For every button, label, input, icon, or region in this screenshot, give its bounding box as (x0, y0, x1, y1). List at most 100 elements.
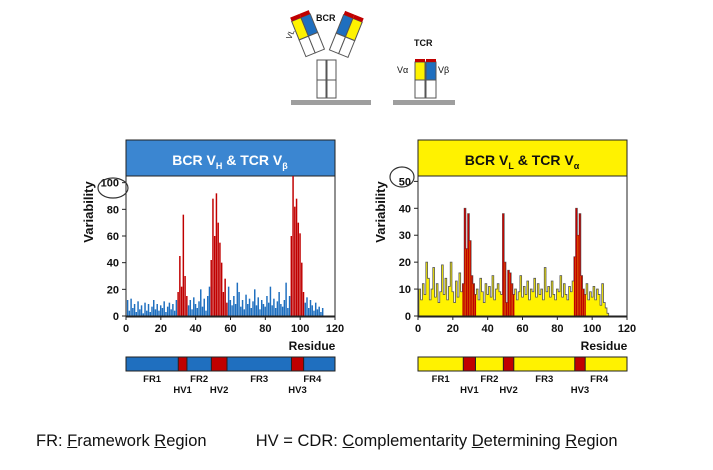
variability-bar (158, 310, 160, 316)
region-label-fr4: FR4 (590, 374, 609, 385)
x-tick-label: 40 (482, 323, 494, 335)
y-axis-label: Variability (81, 181, 96, 243)
x-tick-label: 20 (155, 323, 167, 335)
variability-bar (264, 306, 266, 316)
hv-bar (584, 294, 586, 316)
variability-bar (283, 300, 286, 316)
hv-bar (504, 262, 506, 316)
panel-bcr-vh-tcr-vb: BCR VH & TCR Vβ 0 20 40 60 80 100 0 20 40 60 80 100… (81, 139, 344, 396)
region-label-hv1: HV1 (173, 385, 192, 396)
variability-bar (203, 298, 205, 316)
tcr-receptor (414, 59, 437, 99)
hv-bar (184, 276, 186, 316)
variability-bar (152, 300, 155, 316)
hv-segment (177, 356, 188, 372)
variability-bar (146, 310, 148, 316)
variability-bar (318, 306, 320, 316)
receptor-schematic: VL BCR TCR Vα Vβ (285, 10, 455, 105)
hv-bar (573, 256, 576, 316)
variability-bar (309, 300, 312, 316)
hv-bar (179, 256, 181, 316)
x-axis-label: Residue (581, 339, 628, 353)
circled-tick-marker (97, 177, 129, 199)
variability-bar (247, 304, 249, 316)
region-label-fr3: FR3 (250, 374, 268, 385)
caption-word: omplementarity (354, 432, 472, 450)
hv-bar (222, 292, 225, 316)
y-tick-label: 0 (113, 311, 119, 323)
caption-hv-definition: HV = CDR: Complementarity Determining Re… (256, 432, 618, 450)
y-tick-label: 10 (399, 284, 411, 296)
hv-segment (290, 356, 305, 372)
variability-bar (142, 313, 145, 316)
hv-bar (467, 213, 470, 316)
variability-bar (274, 308, 277, 316)
hv-bar (217, 222, 219, 316)
x-tick-label: 20 (447, 323, 459, 335)
panel-header (417, 139, 628, 177)
hv-bar (210, 260, 212, 316)
region-label-hv3: HV3 (571, 385, 589, 396)
variability-bar (243, 309, 246, 316)
x-axis-label: Residue (289, 339, 336, 353)
caption-initial: C (342, 432, 355, 450)
y-tick-label: 0 (405, 311, 411, 323)
variability-bar (170, 309, 172, 316)
variability-bar (135, 312, 138, 316)
variability-bar (154, 309, 157, 316)
tcr-label: TCR (414, 38, 433, 48)
y-tick-label: 80 (107, 204, 119, 216)
hv-bar (464, 208, 466, 316)
variability-bar (208, 286, 211, 316)
bcr-antibody (290, 10, 364, 99)
variability-bar (175, 300, 178, 316)
variability-bar (149, 312, 151, 316)
hv-bar (469, 240, 471, 316)
variability-bar (280, 304, 282, 316)
y-axis-label: Variability (373, 181, 388, 243)
variability-bar (205, 310, 207, 316)
caption-hv-prefix: HV = CDR: (255, 432, 343, 450)
hv-bar (290, 236, 293, 316)
variability-bar (147, 304, 150, 316)
x-tick-label: 100 (583, 323, 601, 335)
x-tick-label: 60 (224, 323, 236, 335)
caption-initial: D (471, 432, 484, 450)
bcr-vl-label: VL (285, 28, 297, 41)
variability-bar (159, 305, 162, 316)
caption-initial: R (154, 432, 167, 450)
hv-bar (215, 193, 218, 316)
variability-bar (139, 309, 141, 316)
variability-bar (227, 286, 230, 316)
hv-bar (219, 242, 221, 316)
hv-bar (213, 236, 216, 316)
variability-bar (266, 296, 268, 316)
variability-bar (240, 306, 242, 316)
region-label-fr2: FR2 (480, 374, 498, 385)
variability-bar (304, 302, 307, 316)
x-tick-label: 60 (516, 323, 528, 335)
panel-header (125, 139, 336, 177)
x-tick-label: 0 (123, 323, 129, 335)
variability-bar (189, 300, 192, 316)
caption-word: egion (577, 432, 618, 450)
region-label-hv1: HV1 (460, 385, 479, 396)
variability-bar (252, 301, 254, 316)
variability-bar (260, 300, 263, 316)
variability-bar (198, 301, 200, 316)
circled-tick-marker (389, 166, 415, 188)
x-tick-label: 40 (190, 323, 202, 335)
variability-bar (269, 286, 272, 316)
variability-bar (187, 305, 190, 316)
variability-bar (173, 310, 176, 316)
variability-bar (250, 308, 253, 316)
variability-bar (241, 300, 244, 316)
hv-bar (302, 292, 305, 316)
y-tick-label: 20 (399, 257, 411, 269)
hv-bar (474, 294, 477, 316)
hv-bar (180, 286, 183, 316)
variability-bar (278, 292, 280, 316)
region-label-hv2: HV2 (499, 385, 517, 396)
y-tick-label: 40 (107, 258, 119, 270)
